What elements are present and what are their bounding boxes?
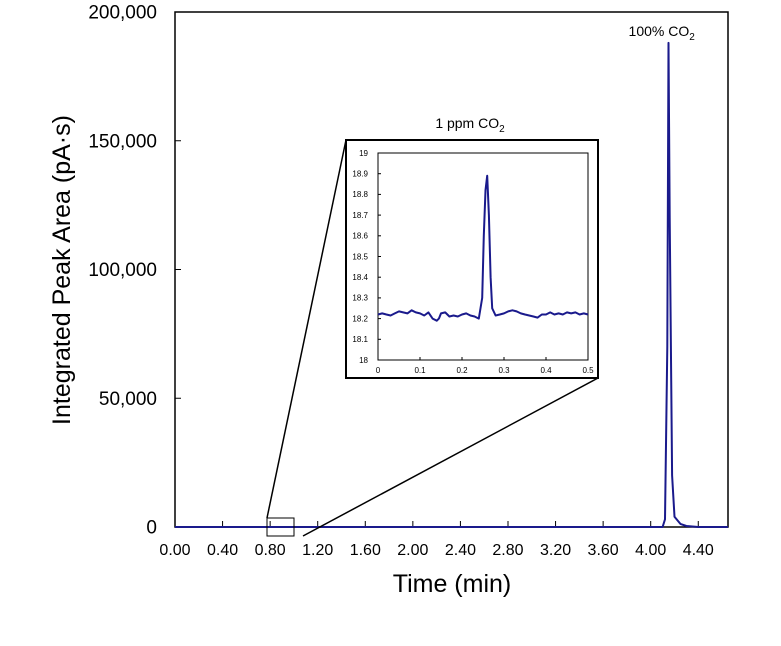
x-tick-label: 0.5 bbox=[582, 366, 594, 375]
series-line-0 bbox=[175, 41, 728, 528]
x-tick-label: 4.00 bbox=[635, 542, 666, 559]
series-line-0 bbox=[377, 174, 589, 322]
y-tick-label: 50,000 bbox=[99, 389, 157, 410]
inset-title: 1 ppm CO2 bbox=[435, 115, 505, 135]
inset-title-text: 1 ppm CO bbox=[435, 115, 499, 131]
zoom-connector-left bbox=[266, 139, 347, 519]
zoom-connector-lines bbox=[266, 139, 599, 537]
x-tick-label: 0.80 bbox=[255, 542, 286, 559]
y-tick-label: 18.8 bbox=[352, 190, 368, 199]
y-tick-label: 18.1 bbox=[352, 335, 368, 344]
y-tick-label: 18.3 bbox=[352, 294, 368, 303]
inset-title-subscript: 2 bbox=[499, 124, 505, 135]
x-tick-label: 3.60 bbox=[588, 542, 619, 559]
inset-plot: 18 18.1 18.2 18.3 18.4 18.5 18.6 18.7 18.8 18.9 19… bbox=[345, 115, 599, 379]
y-tick-label: 0 bbox=[146, 518, 157, 539]
x-tick-label: 0.4 bbox=[540, 366, 552, 375]
x-tick-label: 1.20 bbox=[302, 542, 333, 559]
zoom-region-box bbox=[266, 517, 295, 537]
x-tick-label: 0.2 bbox=[456, 366, 468, 375]
y-tick-label: 18.4 bbox=[352, 273, 368, 282]
x-tick-label: 2.80 bbox=[492, 542, 523, 559]
x-tick-label: 0 bbox=[376, 366, 381, 375]
zoom-connector-right bbox=[302, 377, 599, 537]
x-tick-label: 2.40 bbox=[445, 542, 476, 559]
x-tick-label: 4.40 bbox=[683, 542, 714, 559]
y-tick-label: 18.2 bbox=[352, 314, 368, 323]
y-tick-label: 18 bbox=[359, 356, 368, 365]
y-tick-label: 18.5 bbox=[352, 252, 368, 261]
x-tick-label: 0.40 bbox=[207, 542, 238, 559]
peak-annotation: 100% CO2 bbox=[629, 23, 696, 43]
y-axis-title: Integrated Peak Area (pA·s) bbox=[48, 115, 76, 425]
y-tick-label: 150,000 bbox=[88, 131, 157, 152]
y-tick-label: 200,000 bbox=[88, 3, 157, 24]
y-tick-label: 19 bbox=[359, 149, 368, 158]
x-tick-label: 0.1 bbox=[414, 366, 426, 375]
y-tick-label: 18.7 bbox=[352, 211, 368, 220]
y-tick-label: 18.9 bbox=[352, 170, 368, 179]
x-axis-title: Time (min) bbox=[393, 570, 512, 598]
x-tick-label: 2.00 bbox=[397, 542, 428, 559]
peak-annotation-subscript: 2 bbox=[689, 32, 695, 43]
x-tick-label: 3.20 bbox=[540, 542, 571, 559]
x-tick-label: 1.60 bbox=[350, 542, 381, 559]
peak-annotation-text: 100% CO bbox=[629, 23, 690, 39]
x-tick-label: 0.00 bbox=[159, 542, 190, 559]
x-tick-label: 0.3 bbox=[498, 366, 510, 375]
y-tick-label: 18.6 bbox=[352, 232, 368, 241]
y-tick-label: 100,000 bbox=[88, 260, 157, 281]
